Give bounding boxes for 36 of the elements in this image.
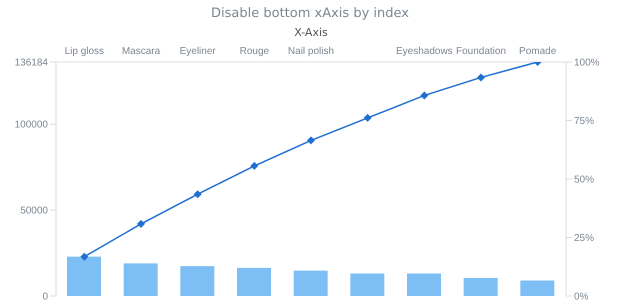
point bbox=[307, 136, 315, 144]
bar bbox=[350, 273, 384, 296]
y-tick-label: 136184 bbox=[14, 58, 48, 69]
bar bbox=[124, 263, 158, 296]
chart-title: Disable bottom xAxis by index bbox=[210, 6, 410, 21]
x-axis-title: X-Axis bbox=[294, 26, 328, 39]
x-tick-label: Nail polish bbox=[288, 46, 334, 57]
point bbox=[477, 73, 485, 82]
x-tick-label: Pomade bbox=[519, 46, 557, 57]
point bbox=[364, 114, 372, 122]
y2-tick-label: 50% bbox=[574, 174, 594, 186]
point bbox=[250, 162, 258, 170]
point bbox=[137, 220, 145, 228]
point bbox=[80, 252, 88, 261]
y-tick-label: 50000 bbox=[20, 206, 48, 217]
bar bbox=[237, 268, 271, 296]
bar bbox=[180, 266, 214, 296]
x-tick-label: Mascara bbox=[122, 46, 161, 57]
x-tick-label: Lip gloss bbox=[64, 46, 104, 57]
bar bbox=[67, 256, 101, 296]
x-tick-label: Rouge bbox=[240, 46, 270, 57]
x-tick-label: Eyeshadows bbox=[396, 46, 453, 57]
y2-tick-label: 100% bbox=[574, 58, 600, 69]
point bbox=[194, 190, 202, 198]
bar bbox=[407, 273, 441, 296]
y-tick-label: 0 bbox=[42, 292, 48, 300]
y-tick-label: 100000 bbox=[14, 120, 48, 131]
bar bbox=[294, 270, 328, 296]
y2-tick-label: 75% bbox=[574, 116, 594, 128]
y2-tick-label: 0% bbox=[574, 292, 589, 300]
bar bbox=[520, 280, 554, 296]
bar bbox=[464, 278, 498, 296]
y2-tick-label: 25% bbox=[574, 233, 594, 244]
x-tick-label: Eyeliner bbox=[180, 46, 216, 57]
point bbox=[420, 91, 428, 100]
x-tick-label: Foundation bbox=[456, 46, 506, 57]
